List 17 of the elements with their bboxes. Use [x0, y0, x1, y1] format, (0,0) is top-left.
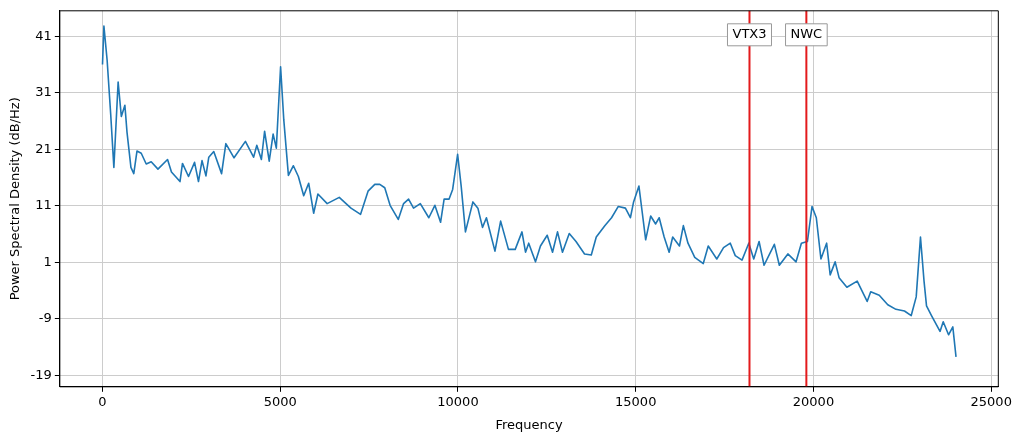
ref-line-label: NWC [790, 26, 823, 42]
x-tick-label: 0 [98, 393, 107, 409]
y-tick-label: 41 [35, 27, 52, 43]
x-tick-label: 10000 [437, 393, 479, 409]
x-axis-title: Frequency [495, 416, 563, 432]
x-tick-label: 5000 [263, 393, 297, 409]
y-tick-label: -9 [38, 310, 52, 326]
y-axis-title: Power Spectral Density (dB/Hz) [7, 97, 23, 301]
y-tick-label: 1 [43, 253, 52, 269]
y-tick-label: -19 [30, 366, 52, 382]
x-tick-label: 25000 [970, 393, 1012, 409]
ref-line-label: VTX3 [732, 26, 767, 42]
y-tick-label: 31 [35, 84, 52, 100]
x-tick-label: 15000 [615, 393, 657, 409]
x-tick-label: 20000 [792, 393, 835, 409]
y-tick-label: 11 [35, 197, 52, 213]
y-tick-label: 21 [35, 140, 52, 156]
